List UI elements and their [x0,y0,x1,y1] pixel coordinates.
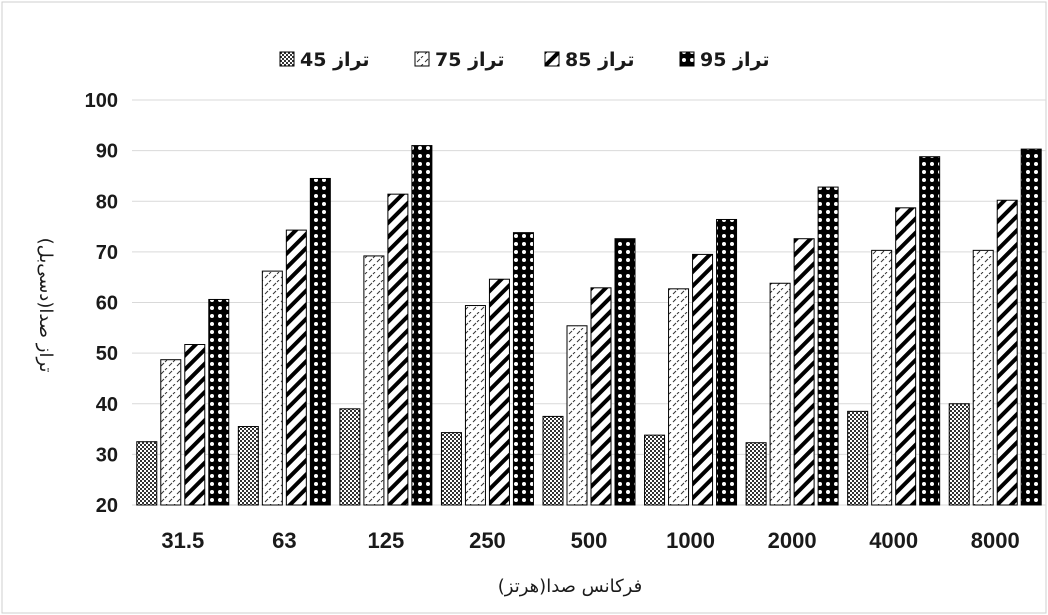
bar [208,298,230,506]
y-tick-label: 20 [96,495,118,517]
bar [1020,148,1042,506]
bar [716,218,738,506]
x-tick-label: 8000 [971,528,1020,553]
bar [692,253,714,506]
gridlines [132,99,1046,506]
y-tick-label: 40 [96,394,118,416]
x-tick-label: 4000 [869,528,918,553]
bar [440,432,462,506]
bar [590,287,612,506]
y-tick-label: 80 [96,191,118,213]
x-axis-ticks: 31.5 63 125 250 500 1000 2000 4000 8000 [161,528,1019,553]
legend-label: تراز 45 [300,49,369,71]
bar [184,344,206,506]
bar [614,238,636,506]
legend-swatch [544,51,560,67]
bar [411,145,433,506]
y-tick-label: 50 [96,343,118,365]
bar [644,434,666,506]
x-tick-label: 63 [272,528,296,553]
bar [996,199,1018,506]
bar [668,288,690,506]
x-tick-label: 31.5 [161,528,204,553]
legend-label: تراز 85 [565,49,634,71]
bar [488,278,510,506]
y-tick-label: 70 [96,242,118,264]
bar [745,442,767,506]
bar [793,238,815,506]
legend-swatch [279,51,295,67]
y-axis-ticks: 20 30 40 50 60 70 80 90 100 [85,90,118,517]
legend: تراز 45 تراز 75 تراز 85 تراز 95 [279,49,769,71]
bar [237,426,259,506]
y-axis-title: تراز صدا(دسی‌بل) [35,238,56,373]
bar [871,249,893,506]
bar [972,249,994,506]
bar [512,232,534,506]
legend-swatch [679,51,695,67]
x-tick-label: 250 [469,528,506,553]
bar [542,415,564,506]
bars [136,145,1042,506]
bar [261,270,283,506]
y-tick-label: 100 [85,90,118,112]
x-tick-label: 2000 [768,528,817,553]
y-tick-label: 90 [96,141,118,163]
bar [285,229,307,506]
bar [387,193,409,506]
bar [309,177,331,506]
bar [895,207,917,506]
bar [339,408,361,506]
x-tick-label: 1000 [666,528,715,553]
bar [847,410,869,506]
bar [919,156,941,506]
x-axis-title: فرکانس صدا(هرتز) [498,576,642,597]
legend-label: تراز 95 [700,49,769,71]
x-tick-label: 500 [571,528,608,553]
x-tick-label: 125 [368,528,405,553]
bar [817,186,839,506]
y-tick-label: 60 [96,293,118,315]
bar [769,282,791,506]
bar [464,305,486,506]
bar [136,441,158,506]
legend-swatch [414,51,430,67]
bar [160,359,182,506]
bar [363,255,385,506]
bar [948,403,970,506]
y-tick-label: 30 [96,444,118,466]
legend-label: تراز 75 [435,49,504,71]
bar [566,325,588,506]
